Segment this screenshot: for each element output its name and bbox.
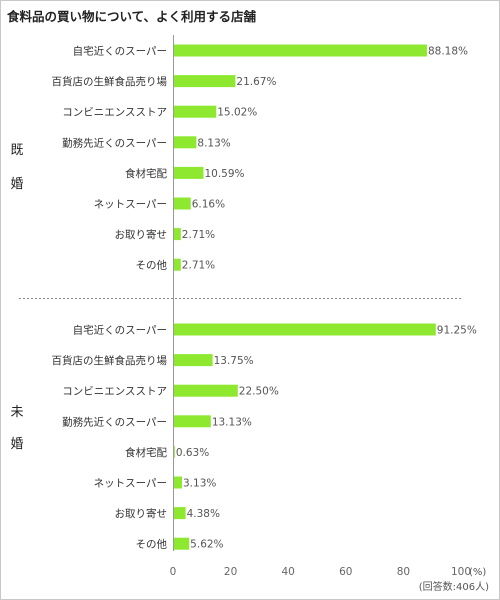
bar [174, 415, 211, 428]
category-label: ネットスーパー [94, 478, 167, 490]
bar [174, 323, 436, 336]
bar [174, 507, 186, 520]
x-tick-label: 40 [282, 566, 295, 578]
group-label: 婚 [10, 437, 23, 452]
data-label: 21.67% [236, 76, 276, 88]
bar [174, 105, 217, 118]
chart-title: 食料品の買い物について、よく利用する店舗 [6, 9, 257, 24]
category-label: 勤務先近くのスーパー [62, 136, 167, 149]
x-tick-label: 80 [397, 566, 410, 578]
respondents-note: (回答数:406人) [419, 580, 489, 593]
category-label: 自宅近くのスーパー [73, 324, 167, 337]
bar [174, 258, 181, 271]
category-label: 食材宅配 [125, 167, 167, 180]
data-label: 2.71% [182, 229, 215, 241]
category-label: 食材宅配 [125, 446, 167, 459]
data-label: 10.59% [204, 168, 244, 180]
data-label: 13.75% [214, 355, 254, 367]
category-label: お取り寄せ [115, 228, 168, 241]
bar [174, 136, 197, 149]
data-label: 6.16% [192, 199, 225, 211]
bar [174, 384, 238, 397]
category-label: 勤務先近くのスーパー [62, 415, 167, 428]
x-tick-label: 100 [451, 566, 471, 578]
x-tick-label: 0 [170, 566, 177, 578]
data-label: 13.13% [212, 416, 252, 428]
bar [174, 476, 183, 489]
x-tick-label: 20 [224, 566, 237, 578]
category-label: ネットスーパー [94, 199, 167, 211]
data-label: 5.62% [190, 539, 223, 551]
x-tick-label: 60 [339, 566, 352, 578]
data-label: 15.02% [217, 107, 257, 119]
bar [174, 197, 191, 210]
data-label: 4.38% [187, 508, 220, 520]
category-label: コンビニエンスストア [62, 107, 167, 119]
data-label: 3.13% [183, 478, 216, 490]
bar [174, 75, 236, 88]
bar [174, 44, 427, 57]
category-label: 自宅近くのスーパー [73, 45, 167, 58]
bar [174, 166, 204, 179]
data-label: 91.25% [437, 325, 477, 337]
data-label: 2.71% [182, 260, 215, 272]
bar [174, 228, 181, 241]
bar [174, 354, 213, 367]
group-label: 既 [10, 143, 23, 158]
unit-label: (%) [469, 567, 486, 578]
category-label: お取り寄せ [115, 507, 168, 520]
group-label: 未 [10, 405, 23, 420]
data-label: 88.18% [428, 46, 468, 58]
data-label: 0.63% [176, 447, 209, 459]
group-label: 婚 [10, 177, 23, 192]
category-label: コンビニエンスストア [62, 386, 167, 398]
category-label: 百貨店の生鮮食品売り場 [52, 75, 168, 88]
category-label: 百貨店の生鮮食品売り場 [52, 354, 168, 367]
data-label: 8.13% [197, 137, 230, 149]
data-label: 22.50% [239, 386, 279, 398]
category-label: その他 [136, 538, 168, 551]
bar [174, 537, 190, 550]
bar [174, 445, 175, 458]
category-label: その他 [136, 259, 168, 272]
